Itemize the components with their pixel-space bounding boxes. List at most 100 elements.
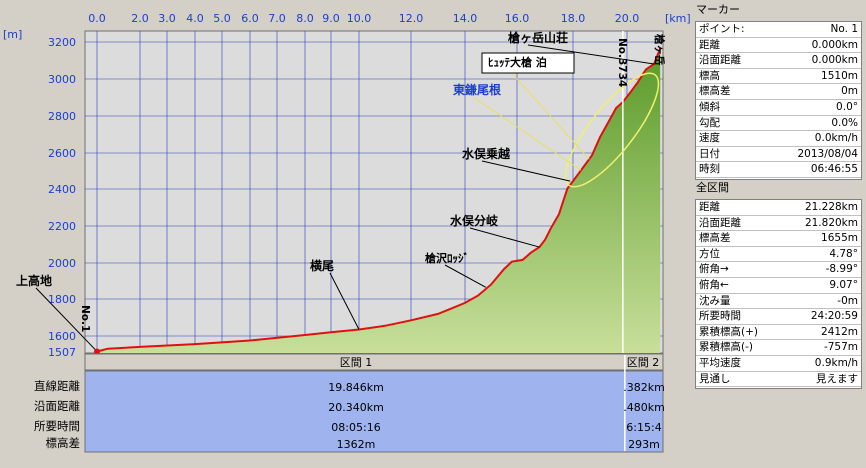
x-tick-label: 12.0: [399, 12, 424, 25]
annotation-leader: [469, 227, 540, 248]
panel-row: 速度 0.0km/h: [696, 131, 861, 147]
panel-row: 平均速度 0.9km/h: [696, 356, 861, 372]
panel-row-value: 0.0km/h: [814, 132, 858, 145]
panel-row-value: 0.000km: [811, 38, 858, 51]
segment-1-value: 20.340km: [328, 401, 384, 414]
panel-row-value: 4.78°: [829, 247, 858, 260]
elevation-line: [96, 48, 662, 353]
annotation-label: 上高地: [16, 273, 52, 288]
panel-row-value: 1510m: [821, 69, 858, 82]
segment-2-value: 6:15:4: [626, 421, 661, 434]
panel-row-value: 0.0%: [831, 116, 858, 129]
y-tick-label: 2200: [48, 220, 76, 233]
marker-point: [94, 348, 100, 355]
panel-row-value: 0m: [841, 85, 858, 98]
panel-row-label: 平均速度: [699, 356, 741, 369]
panel-row: 所要時間 24:20:59: [696, 309, 861, 325]
annotation-label: ﾋｭｯﾃ大槍 泊: [488, 55, 547, 69]
annotation-label: 槍ヶ岳: [653, 33, 666, 66]
x-tick-label: 16.0: [505, 12, 530, 25]
panel-row-label: 俯角←: [699, 278, 729, 291]
segment-1-value: 1362m: [337, 438, 376, 451]
highlight-ellipse: [564, 72, 660, 188]
annotation-box: [481, 52, 575, 74]
annotation-label: No.1: [79, 305, 91, 332]
marker-panel: ポイント: No. 1 距離 0.000km 沿面距離 0.000km 標高 1510m 標高差…: [695, 21, 862, 180]
panel-row-label: 傾斜: [699, 100, 720, 113]
segment-row-label: 所要時間: [34, 419, 80, 433]
x-tick-label: 14.0: [453, 12, 478, 25]
panel-row: 俯角← 9.07°: [696, 278, 861, 294]
elevation-area: [97, 48, 661, 354]
annotation-leader: [329, 272, 360, 330]
panel-row-label: 見通し: [699, 372, 731, 385]
segment-2-value: .382km: [623, 381, 665, 394]
y-tick-label: 1800: [48, 293, 76, 306]
annotation-label: 槍沢ﾛｯｼﾞ: [424, 251, 469, 265]
y-tick-label: 2800: [48, 110, 76, 123]
annotation-label: 槍ヶ岳山荘: [508, 30, 568, 45]
panel-row-value: -8.99°: [825, 263, 858, 276]
panel-row: 標高差 0m: [696, 84, 861, 100]
segment-1-value: 19.846km: [328, 381, 384, 394]
panel-row-label: 標高差: [699, 232, 731, 245]
segment-header-bar: [84, 353, 664, 371]
x-tick-label: 0.0: [88, 12, 106, 25]
segment-row-label: 沿面距離: [34, 399, 80, 413]
annotation-label: 水俣分岐: [450, 213, 499, 228]
segment-2-value: 293m: [628, 438, 660, 451]
panel-row-label: 標高差: [699, 85, 731, 98]
y-tick-label: 2000: [48, 257, 76, 270]
annotation-leader: [507, 68, 590, 160]
panel-row-value: 2412m: [821, 325, 858, 338]
panel-row: 距離 21.228km: [696, 200, 861, 216]
x-axis-ticks: 0.0 2.0 3.0 4.0 5.0 6.0 7.0 8.0 9.0 10.0 12.0 14.0 1…: [88, 12, 639, 25]
segment-1-header: 区間 1: [340, 356, 373, 369]
y-axis-ticks: 3200 3000 2800 2600 2400 2200 2000 1800 1600 1507: [48, 36, 76, 359]
annotation-label: No.3734: [616, 38, 628, 87]
panel-row-label: 沿面距離: [699, 54, 741, 67]
panel-row: 距離 0.000km: [696, 38, 861, 54]
segment-1-value: 08:05:16: [331, 421, 380, 434]
panel-row: 時刻 06:46:55: [696, 162, 861, 178]
panel-row-value: 見えます: [816, 372, 858, 385]
panel-row: ポイント: No. 1: [696, 22, 861, 38]
segment-table-values: 19.846km 20.340km 08:05:16 1362m .382km .480k…: [328, 381, 665, 451]
panel-row-label: 方位: [699, 247, 720, 260]
segment-2-header: 区間 2: [627, 356, 660, 369]
y-tick-label: 3000: [48, 73, 76, 86]
annotation-leader: [527, 44, 655, 65]
panel-row-value: 0.9km/h: [814, 356, 858, 369]
panel-row-label: 速度: [699, 132, 720, 145]
segment-row-label: 直線距離: [34, 379, 80, 393]
panel-row: 見通し 見えます: [696, 372, 861, 388]
panel-row-value: 0.000km: [811, 54, 858, 67]
annotation-label: 水俣乗越: [462, 146, 511, 161]
panel-row: 累積標高(-) -757m: [696, 340, 861, 356]
panel-row-label: 累積標高(-): [699, 341, 753, 354]
panel-row-value: 06:46:55: [810, 163, 858, 176]
panel-row: 沿面距離 21.820km: [696, 216, 861, 232]
annotations: 上高地 No.1 横尾 槍沢ﾛｯｼﾞ 水俣分岐 水俣乗越 東鎌尾根 ﾋｭｯﾃ大槍 泊 槍ヶ岳山荘…: [16, 30, 666, 355]
panel-row-value: 24:20:59: [810, 310, 858, 323]
panel-row-value: -0m: [837, 294, 858, 307]
panel-row-label: 所要時間: [699, 310, 741, 323]
annotation-label: 東鎌尾根: [453, 82, 501, 97]
panel-row-label: 時刻: [699, 163, 720, 176]
annotation-label: 横尾: [310, 258, 334, 273]
x-unit-label: [km]: [665, 12, 691, 25]
panel-row-label: 沿面距離: [699, 216, 741, 229]
segment-row-label: 標高差: [45, 436, 81, 450]
panel-row-label: 日付: [699, 147, 720, 160]
x-tick-label: 10.0: [347, 12, 372, 25]
panel-row-label: 距離: [699, 201, 720, 213]
x-tick-label: 18.0: [561, 12, 586, 25]
panel-row-label: 距離: [699, 38, 720, 51]
annotation-leader: [444, 264, 487, 288]
x-tick-label: 2.0: [131, 12, 149, 25]
x-tick-label: 3.0: [158, 12, 176, 25]
panel-row: 勾配 0.0%: [696, 116, 861, 132]
x-tick-label: 20.0: [615, 12, 640, 25]
panel-row-value: -757m: [823, 341, 858, 354]
panel-row-label: 標高: [699, 69, 720, 82]
